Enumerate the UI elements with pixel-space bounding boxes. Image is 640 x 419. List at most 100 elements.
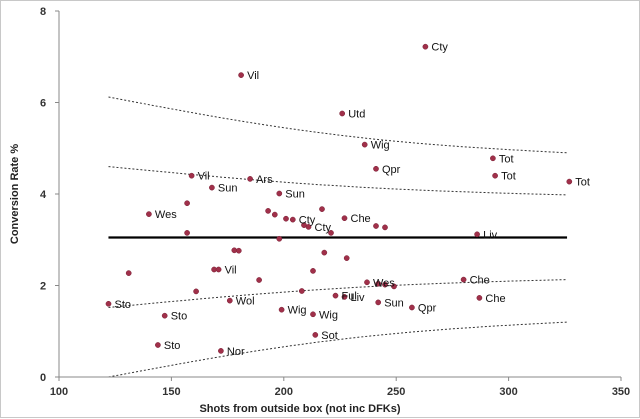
data-point [490,155,496,162]
data-point [332,292,339,299]
data-point [226,297,233,304]
data-point [146,211,152,217]
data-point [256,277,262,283]
point-labels: Cty Vil Utd Wig Tot Qpr Vil Tot Ars Tot Sun Sun Wes C… [115,42,590,358]
data-point [328,230,334,236]
data-point [209,184,215,191]
data-point [105,300,112,307]
y-tick-label: 6 [40,98,46,110]
data-point [310,311,316,318]
point-label: Wol [236,296,255,308]
y-tick-label: 8 [40,6,46,18]
data-point [155,342,161,348]
point-label: Cty [431,42,448,54]
data-point [474,231,480,238]
y-tick-label: 4 [40,189,47,201]
y-tick-label: 2 [40,281,46,293]
data-point [375,299,382,306]
point-label: Wes [155,209,177,221]
data-point [460,276,467,283]
data-point [247,176,253,182]
confidence-band-line [108,166,568,196]
point-label: Cty [299,215,316,227]
data-point [375,280,382,287]
confidence-band-line [108,96,568,154]
y-axis-title: Conversion Rate % [9,144,21,244]
x-tick-label: 300 [499,386,517,398]
data-point [184,200,190,207]
data-point [184,230,190,236]
data-point [271,211,278,218]
data-point [321,249,328,256]
data-point [310,268,316,274]
point-label: Tot [501,171,516,183]
point-label: Wig [288,305,307,317]
point-label: Sun [384,297,404,309]
confidence-band-line [108,321,568,378]
point-label: Cty [315,222,332,234]
data-point [283,215,289,222]
x-tick-label: 150 [162,386,180,398]
point-label: Utd [348,109,365,121]
data-point [289,216,296,223]
data-point [188,172,195,179]
point-label: Tot [499,153,514,165]
data-point [373,223,379,229]
point-label: Sto [115,299,132,311]
point-label: Sot [321,330,338,342]
data-point [409,304,415,311]
data-point [298,288,305,294]
point-label: Vil [225,265,237,277]
point-label: Sun [218,183,238,195]
data-point [319,206,325,212]
point-label: Nor [227,346,245,358]
point-label: Sto [171,311,188,323]
data-point [382,224,388,231]
point-label: Wig [319,309,338,321]
data-point [215,266,222,273]
data-point [161,312,168,319]
point-label: Wig [371,140,390,152]
point-label: Liv [483,229,498,241]
point-label: Qpr [418,303,437,315]
y-tick-label: 0 [40,372,46,384]
data-point [305,224,312,230]
point-label: Vil [247,70,259,82]
data-point [276,235,283,242]
point-label: Sto [164,340,181,352]
x-tick-label: 350 [612,386,630,398]
data-point [238,72,244,78]
data-point [422,43,429,50]
data-point [339,110,346,117]
data-point [361,141,368,148]
point-label: Che [470,275,490,287]
data-points [105,43,573,354]
point-label: Ful [342,291,357,303]
data-point [391,283,397,290]
x-tick-label: 250 [387,386,405,398]
data-point [492,172,498,179]
point-label: Liv [351,292,366,304]
data-point [193,288,199,295]
data-point [566,178,573,185]
data-point [341,294,348,300]
point-label: Wes [373,277,395,289]
x-tick-label: 200 [275,386,293,398]
point-label: Qpr [382,164,401,176]
data-point [312,332,319,338]
data-point [343,255,350,261]
data-point [476,295,483,301]
point-label: Che [351,213,371,225]
data-point [382,281,388,288]
x-tick-label: 100 [50,386,68,398]
data-point [265,208,271,214]
data-point [125,270,132,276]
data-point [373,165,379,172]
data-point [278,306,285,313]
confidence-bands [108,96,568,378]
point-label: Sun [285,189,305,201]
data-point [276,190,283,197]
point-label: Vil [198,171,210,183]
